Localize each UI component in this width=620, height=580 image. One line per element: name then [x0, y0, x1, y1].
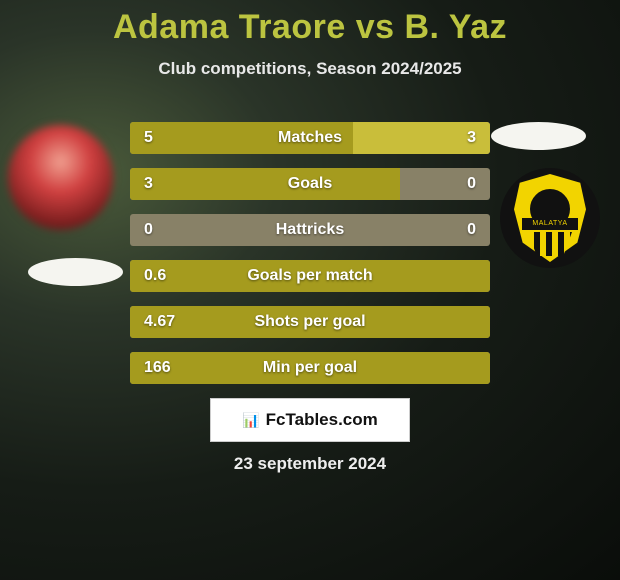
- date-text: 23 september 2024: [0, 454, 620, 474]
- stat-value-left: 5: [144, 122, 153, 154]
- page-title: Adama Traore vs B. Yaz: [0, 0, 620, 47]
- player-right-flag: [491, 122, 586, 150]
- stat-row: Goals3 0: [130, 168, 490, 200]
- stat-value-left: 0: [144, 214, 153, 246]
- stat-row: Hattricks0 0: [130, 214, 490, 246]
- stat-label: Matches: [130, 122, 490, 154]
- stat-row: Matches5 3: [130, 122, 490, 154]
- stat-value-left: 3: [144, 168, 153, 200]
- player-left-avatar: [8, 125, 113, 230]
- stat-value-right: 0: [467, 168, 476, 200]
- stat-value-left: 0.6: [144, 260, 166, 292]
- stat-value-left: 166: [144, 352, 171, 384]
- stat-label: Min per goal: [130, 352, 490, 384]
- stat-value-right: 0: [467, 214, 476, 246]
- stat-label: Goals: [130, 168, 490, 200]
- stat-row: Shots per goal4.67: [130, 306, 490, 338]
- footer-text: FcTables.com: [266, 410, 378, 430]
- footer-badge[interactable]: 📊 FcTables.com: [210, 398, 410, 442]
- player-right-crest: MALATYA: [500, 168, 600, 268]
- player-left-flag: [28, 258, 123, 286]
- stat-value-left: 4.67: [144, 306, 175, 338]
- stat-row: Goals per match0.6: [130, 260, 490, 292]
- subtitle: Club competitions, Season 2024/2025: [0, 59, 620, 79]
- stats-bars: Matches53Goals30Hattricks00Goals per mat…: [130, 122, 490, 398]
- stat-label: Goals per match: [130, 260, 490, 292]
- crest-band-text: MALATYA: [522, 218, 578, 230]
- stat-label: Hattricks: [130, 214, 490, 246]
- stat-label: Shots per goal: [130, 306, 490, 338]
- stat-row: Min per goal166: [130, 352, 490, 384]
- footer-logo-icon: 📊: [242, 412, 259, 429]
- stat-value-right: 3: [467, 122, 476, 154]
